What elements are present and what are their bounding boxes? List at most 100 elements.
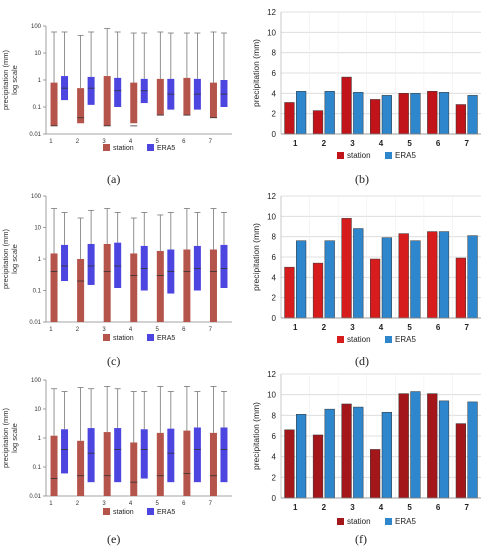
x-tick-label-b: 4 <box>379 139 384 148</box>
x-tick-label-e: 7 <box>209 501 213 507</box>
x-tick-label-e: 6 <box>182 501 186 507</box>
station-box-c <box>77 259 85 322</box>
era5-box-e <box>220 427 228 483</box>
x-tick-label-f: 2 <box>322 503 327 512</box>
legend-swatch-station-a <box>103 144 110 151</box>
era5-box-e <box>193 427 201 483</box>
legend-label-station-c: station <box>113 335 134 342</box>
station-bar-d <box>341 218 352 319</box>
legend-label-era5-b: ERA5 <box>395 151 416 160</box>
era5-bar-b <box>381 95 392 135</box>
caption-c: (c) <box>107 354 121 368</box>
y-tick-label-f: 2 <box>272 473 277 482</box>
y-tick-label-e: 100 <box>31 378 42 384</box>
x-tick-label-a: 2 <box>76 139 80 145</box>
chart-panel-e: 0.01 0.1 1 10 100 precipitation (mm) log scale… <box>0 368 245 532</box>
y-tick-label-b: 6 <box>272 69 277 78</box>
station-bar-b <box>455 104 466 135</box>
era5-bar-f <box>381 411 392 499</box>
x-tick-label-d: 3 <box>350 323 355 332</box>
y-tick-label-f: 0 <box>272 494 277 503</box>
era5-bar-f <box>353 406 364 499</box>
boxplot-c: 0.01 0.1 1 10 100 precipitation (mm) log scale… <box>1 194 232 342</box>
era5-bar-d <box>353 228 364 319</box>
station-bar-f <box>341 403 352 499</box>
chart-panel-a: 0.01 0.1 1 10 100 precipitation (mm) log scale… <box>0 0 245 170</box>
legend-swatch-era5-c <box>147 334 154 341</box>
x-tick-label-e: 5 <box>155 501 159 507</box>
y-tick-label-f: 6 <box>272 432 277 441</box>
legend-swatch-era5-b <box>385 152 392 159</box>
y-tick-label-c: 0.1 <box>33 289 42 295</box>
legend-label-station-a: station <box>113 145 134 152</box>
station-bar-f <box>284 429 295 499</box>
y-axis-label-c: precipitation (mm) <box>1 228 10 289</box>
legend-swatch-station-d <box>337 336 344 343</box>
y-tick-label-d: 4 <box>272 273 277 282</box>
y-tick-label-b: 0 <box>272 130 277 139</box>
station-box-a <box>156 78 164 116</box>
era5-bar-f <box>467 401 478 499</box>
legend-swatch-station-f <box>337 518 344 525</box>
y-tick-label-d: 12 <box>267 192 276 201</box>
x-tick-label-c: 7 <box>209 327 213 333</box>
era5-box-c <box>114 242 122 289</box>
y-tick-label-d: 0 <box>272 314 277 323</box>
y-tick-label-e: 1 <box>38 436 42 442</box>
era5-box-c <box>61 244 69 282</box>
legend-label-station-b: station <box>347 151 371 160</box>
chart-panel-c: 0.01 0.1 1 10 100 precipitation (mm) log scale… <box>0 184 245 354</box>
x-tick-label-d: 6 <box>436 323 441 332</box>
station-box-a <box>103 76 111 126</box>
x-tick-label-b: 5 <box>407 139 412 148</box>
era5-box-e <box>61 429 69 474</box>
station-box-c <box>130 253 138 322</box>
station-box-e <box>77 440 85 496</box>
station-box-e <box>156 432 164 496</box>
boxplot-e: 0.01 0.1 1 10 100 precipitation (mm) log scale… <box>1 378 232 516</box>
x-tick-label-e: 2 <box>76 501 80 507</box>
x-tick-label-c: 6 <box>182 327 186 333</box>
y-tick-label-a: 10 <box>34 51 41 57</box>
x-tick-label-a: 3 <box>102 139 106 145</box>
era5-bar-f <box>296 414 307 499</box>
legend-label-era5-d: ERA5 <box>395 335 416 344</box>
era5-bar-d <box>296 240 307 319</box>
station-box-a <box>209 82 217 118</box>
station-bar-b <box>312 110 324 135</box>
legend-swatch-station-e <box>103 508 110 515</box>
era5-bar-d <box>324 240 335 319</box>
y-tick-label-d: 2 <box>272 294 277 303</box>
era5-bar-b <box>410 93 421 135</box>
legend-swatch-era5-f <box>385 518 392 525</box>
caption-b: (b) <box>355 172 369 186</box>
y-tick-label-b: 4 <box>272 89 277 98</box>
station-bar-f <box>370 449 381 499</box>
era5-bar-f <box>410 391 421 499</box>
legend-label-station-f: station <box>347 517 371 526</box>
y-tick-label-f: 4 <box>272 453 277 462</box>
y-tick-label-a: 100 <box>31 24 42 30</box>
station-box-a <box>50 82 58 126</box>
station-bar-f <box>455 423 466 499</box>
chart-panel-b: 0 2 4 6 8 10 12 precipitation (mm) 1 2 3 4 5 6 7 statio… <box>245 0 489 170</box>
y-tick-label-c: 1 <box>38 257 42 263</box>
y-axis-label-e: log scale <box>10 423 19 453</box>
x-tick-label-b: 1 <box>293 139 298 148</box>
x-tick-label-f: 7 <box>464 503 469 512</box>
x-tick-label-f: 6 <box>436 503 441 512</box>
y-tick-label-d: 6 <box>272 253 277 262</box>
era5-box-e <box>167 428 175 483</box>
chart-panel-d: 0 2 4 6 8 10 12 precipitation (mm) 1 2 3 4 5 6 7 statio… <box>245 184 489 354</box>
x-tick-label-a: 6 <box>182 139 186 145</box>
legend-label-station-e: station <box>113 509 134 516</box>
era5-bar-b <box>324 91 335 135</box>
station-box-c <box>103 243 111 322</box>
y-tick-label-d: 8 <box>272 233 277 242</box>
x-tick-label-b: 7 <box>464 139 469 148</box>
legend-swatch-era5-a <box>147 144 154 151</box>
station-box-c <box>50 253 58 322</box>
era5-box-e <box>140 429 148 479</box>
